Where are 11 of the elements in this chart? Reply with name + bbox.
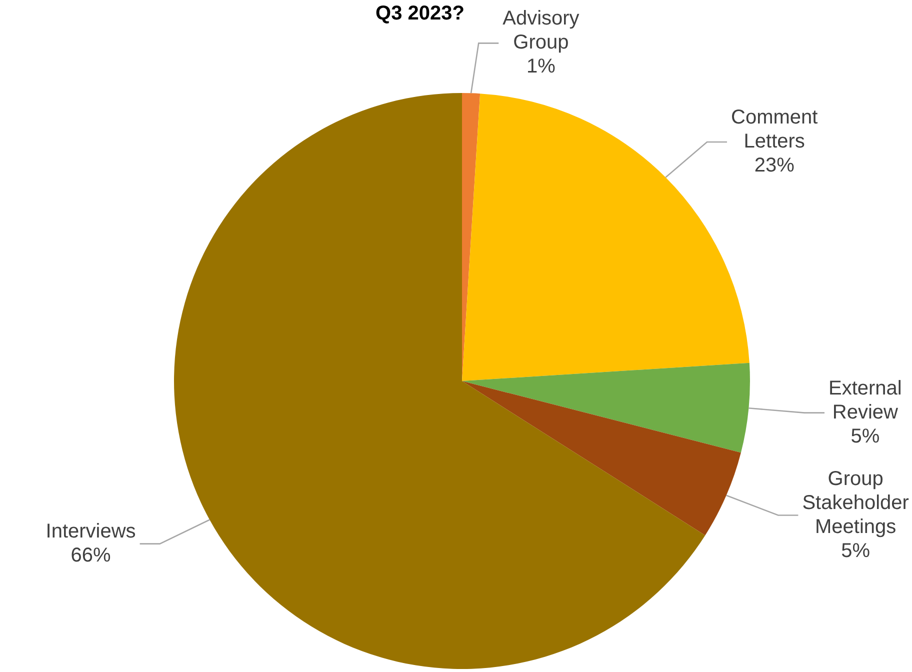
data-label: 1% xyxy=(526,56,556,78)
data-label: 66% xyxy=(70,544,112,566)
slice-label: Group Stakeholder Meetings xyxy=(802,468,910,538)
slice-label: Advisory Group xyxy=(502,8,580,54)
data-label: 5% xyxy=(841,540,870,562)
data-label: 23% xyxy=(754,154,795,177)
slice-label: Interviews xyxy=(46,520,136,542)
data-label: 5% xyxy=(850,425,880,448)
slice-label: Comment Letters xyxy=(730,106,818,153)
slice-label: External Review xyxy=(828,377,902,424)
chart-title: Q3 2023? xyxy=(376,2,464,25)
